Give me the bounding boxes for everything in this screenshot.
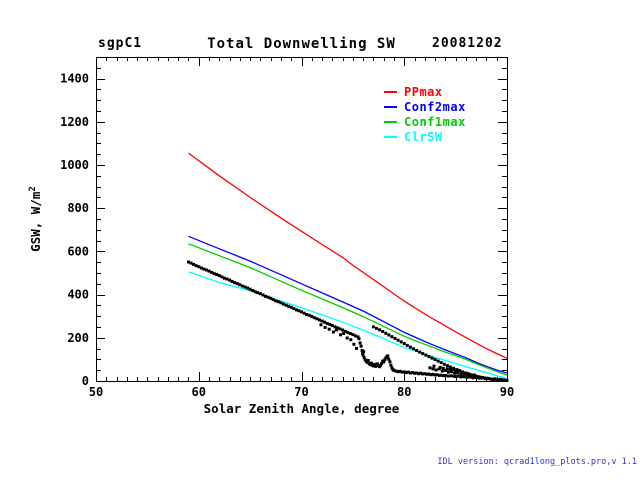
x-axis-label: Solar Zenith Angle, degree: [204, 401, 400, 416]
legend-dash-icon: [384, 90, 397, 93]
x-tick-label: 90: [500, 385, 514, 399]
axes: [96, 57, 508, 382]
y-tick-label: 800: [67, 201, 89, 215]
x-tick-label: 60: [192, 385, 206, 399]
y-tick-label: 1200: [60, 115, 89, 129]
legend-item-clrsw: ClrSW: [384, 129, 466, 144]
legend-label: PPmax: [404, 84, 443, 99]
conf1max-line: [188, 243, 508, 376]
legend-item-ppmax: PPmax: [384, 84, 466, 99]
y-tick-label: 400: [67, 288, 89, 302]
tick-labels: 50 60 70 80 90 0 200 400 600 800 1000 1200 1400: [60, 72, 514, 399]
gsw-scatter: [187, 260, 509, 383]
x-tick-label: 70: [294, 385, 308, 399]
y-tick-label: 200: [67, 331, 89, 345]
legend-label: ClrSW: [404, 129, 443, 144]
date-label: 20081202: [432, 36, 503, 51]
legend: PPmax Conf2max Conf1max ClrSW: [384, 84, 466, 144]
legend-dash-icon: [384, 120, 397, 123]
footer-idl-version: IDL version: qcrad1long_plots.pro,v 1.1: [437, 457, 637, 467]
footer-right: IDL version: qcrad1long_plots.pro,v 1.1 …: [317, 442, 637, 480]
x-tick-label: 80: [397, 385, 411, 399]
ppmax-line: [188, 152, 508, 359]
legend-item-conf2max: Conf2max: [384, 99, 466, 114]
conf2max-line: [188, 235, 508, 374]
legend-dash-icon: [384, 135, 397, 138]
y-tick-label: 600: [67, 244, 89, 258]
y-tick-label: 1400: [60, 72, 89, 86]
y-tick-label: 0: [82, 374, 89, 388]
y-axis-label: GSW, W/m2: [28, 186, 43, 252]
legend-item-conf1max: Conf1max: [384, 114, 466, 129]
x-tick-label: 50: [89, 385, 103, 399]
legend-dash-icon: [384, 105, 397, 108]
clrsw-line: [188, 271, 508, 380]
legend-label: Conf2max: [404, 99, 466, 114]
page-title: Total Downwelling SW: [207, 36, 396, 52]
site-label: sgpC1: [98, 36, 143, 51]
legend-label: Conf1max: [404, 114, 466, 129]
y-tick-label: 1000: [60, 158, 89, 172]
